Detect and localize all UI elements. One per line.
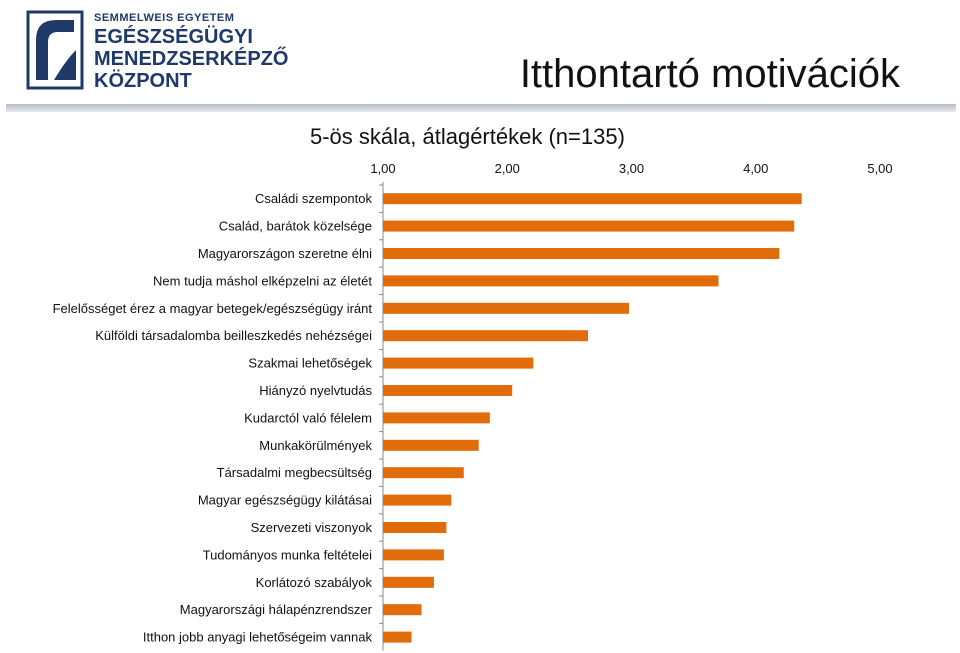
logo-line-1: SEMMELWEIS EGYETEM [94,12,235,24]
category-label: Nem tudja máshol elképzelni az életét [153,273,372,288]
x-tick-label: 2,00 [495,161,520,176]
category-label: Magyar egészségügy kilátásai [198,493,372,508]
x-tick-label: 5,00 [867,161,892,176]
category-label: Itthon jobb anyagi lehetőségeim vannak [143,630,373,645]
category-label: Családi szempontok [255,191,373,206]
category-label: Szervezeti viszonyok [251,520,373,535]
header-divider [6,104,956,112]
bar [383,412,490,424]
bar [383,494,452,506]
category-label: Magyarországi hálapénzrendszer [180,602,373,617]
category-label: Kudarctól való félelem [244,410,372,425]
category-label: Szakmai lehetőségek [248,356,372,371]
category-label: Külföldi társadalomba beilleszkedés nehé… [95,328,372,343]
bar [383,385,513,396]
category-label: Hiányzó nyelvtudás [259,383,372,398]
logo-line-4: KÖZPONT [94,70,192,92]
bar [383,604,422,616]
bar [383,302,630,314]
bar [383,576,434,588]
bar [383,631,412,643]
x-tick-label: 1,00 [370,161,395,176]
logo-line-2: EGÉSZSÉGÜGYI [94,26,253,48]
bar [383,248,780,259]
category-label: Család, barátok közelsége [219,219,372,234]
bar [383,220,795,232]
bar [383,467,464,479]
category-label: Korlátozó szabályok [256,575,373,590]
bar [383,522,447,533]
bar [383,330,589,342]
category-label: Felelősséget érez a magyar betegek/egész… [53,301,373,316]
bar [383,193,802,205]
bar [383,549,444,561]
logo-line-3: MENEDZSERKÉPZŐ [94,48,289,70]
bar [383,357,534,369]
category-label: Tudományos munka feltételei [203,547,372,562]
x-tick-label: 4,00 [743,161,768,176]
page-title: Itthontartó motivációk [519,52,900,96]
category-label: Munkakörülmények [259,438,372,453]
chart-title: 5-ös skála, átlagértékek (n=135) [310,124,625,149]
category-label: Magyarországon szeretne élni [198,246,372,261]
category-label: Társadalmi megbecsültség [217,465,372,480]
bar [383,275,719,287]
bar [383,439,479,451]
x-tick-label: 3,00 [619,161,644,176]
logo-emblem-icon [26,10,84,90]
logo: SEMMELWEIS EGYETEM EGÉSZSÉGÜGYI MENEDZSE… [26,10,288,92]
